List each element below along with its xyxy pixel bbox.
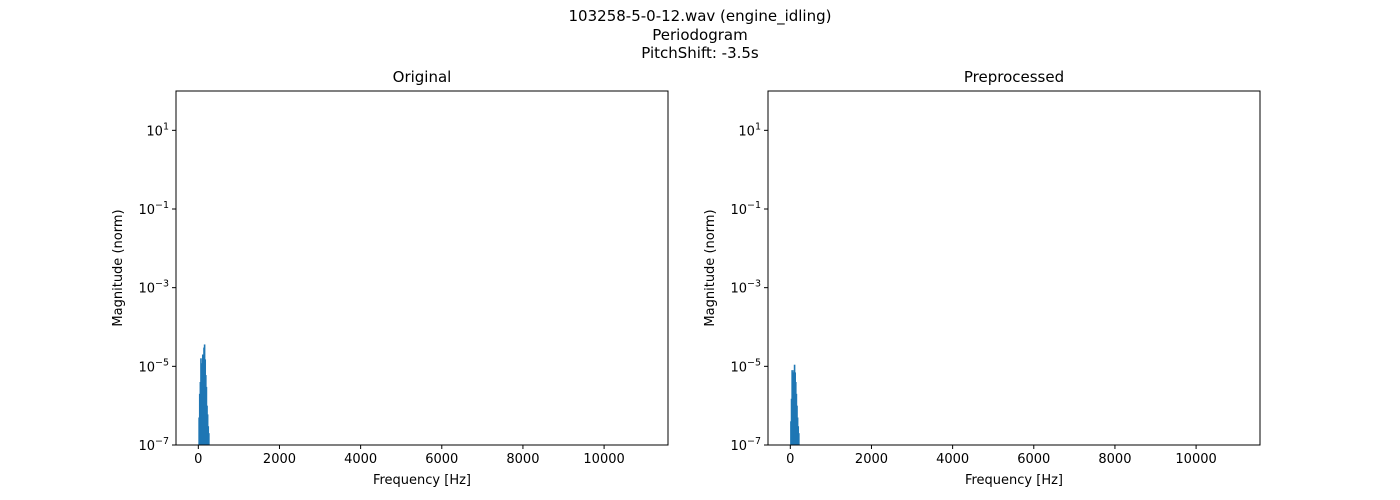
x-axis-label: Frequency [Hz]	[373, 473, 471, 488]
y-tick-label: 101	[146, 121, 169, 139]
x-tick-label: 0	[786, 452, 794, 467]
x-tick-label: 4000	[344, 452, 377, 467]
y-tick-label: 101	[738, 121, 761, 139]
y-tick-label: 10−7	[138, 436, 169, 454]
x-tick-label: 4000	[936, 452, 969, 467]
y-tick-label: 10−7	[730, 436, 761, 454]
x-tick-label: 10000	[583, 452, 624, 467]
x-tick-label: 6000	[425, 452, 458, 467]
x-tick-label: 10000	[1175, 452, 1216, 467]
y-tick-label: 10−1	[730, 200, 761, 218]
x-tick-label: 2000	[263, 452, 296, 467]
y-tick-label: 10−5	[138, 357, 169, 375]
figure-title-line-3: PitchShift: -3.5s	[641, 44, 759, 62]
y-tick-label: 10−3	[138, 279, 169, 297]
y-tick-label: 10−1	[138, 200, 169, 218]
x-axis-label: Frequency [Hz]	[965, 473, 1063, 488]
figure-title-line-1: 103258-5-0-12.wav (engine_idling)	[568, 7, 832, 25]
figure-title-line-2: Periodogram	[652, 26, 748, 44]
x-tick-label: 8000	[506, 452, 539, 467]
y-axis-label: Magnitude (norm)	[703, 209, 718, 326]
x-tick-label: 6000	[1017, 452, 1050, 467]
y-tick-label: 10−3	[730, 279, 761, 297]
panel-title: Preprocessed	[964, 68, 1064, 86]
chart-panel-1: 0 2000 4000 6000 8000 10000 101 10−1 10−3 10−5 10−…	[111, 68, 669, 488]
x-tick-label: 8000	[1098, 452, 1131, 467]
panel-title: Original	[393, 68, 452, 86]
plot-frame	[767, 90, 1261, 446]
x-tick-label: 2000	[855, 452, 888, 467]
y-tick-label: 10−5	[730, 357, 761, 375]
y-axis-label: Magnitude (norm)	[111, 209, 126, 326]
x-tick-label: 0	[194, 452, 202, 467]
chart-panel-2: 0 2000 4000 6000 8000 10000 101 10−1 10−3 10−5 10−…	[703, 68, 1261, 488]
plot-frame	[175, 90, 669, 446]
